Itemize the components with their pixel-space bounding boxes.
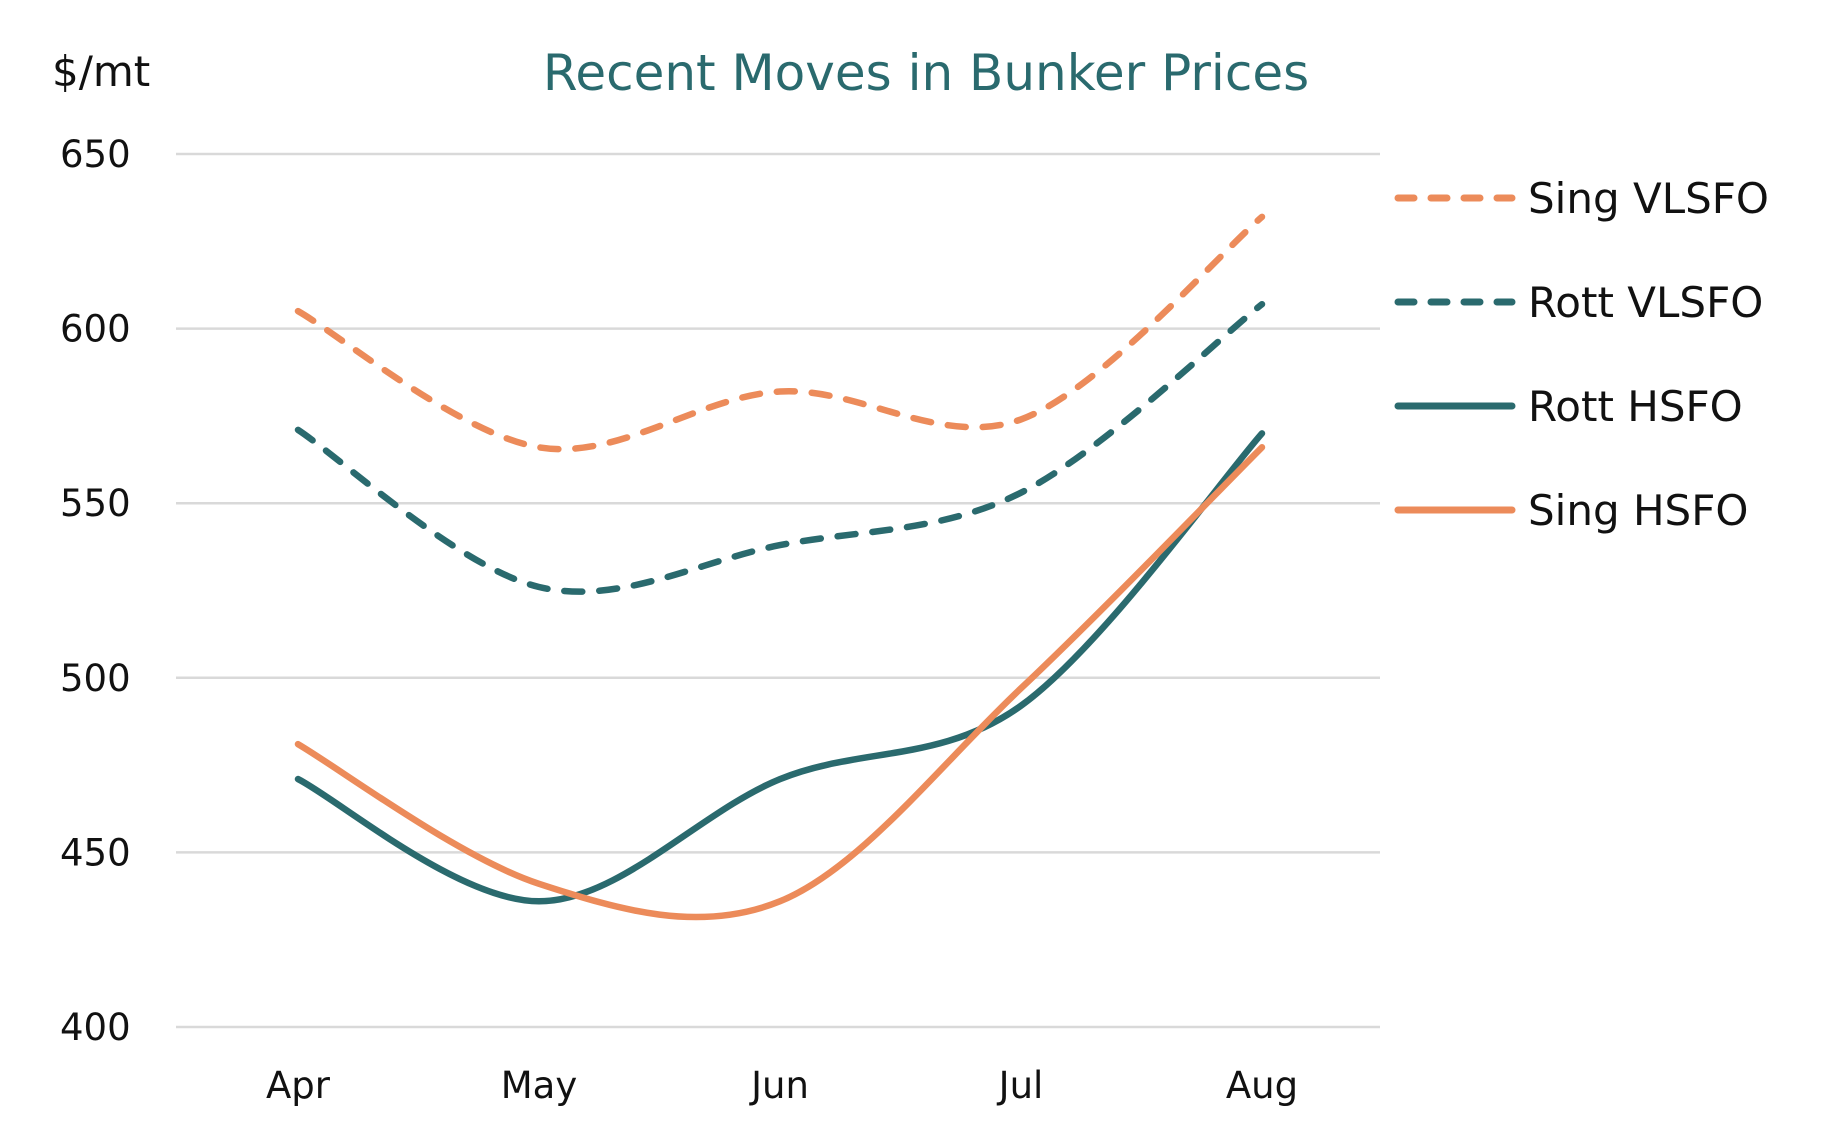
x-tick-label: Aug (1226, 1064, 1298, 1107)
series-line (294, 444, 1266, 921)
series-line (294, 300, 1266, 595)
legend-label: Rott HSFO (1528, 382, 1743, 431)
x-axis-ticks: Apr May Jun Jul Aug (266, 1064, 1298, 1107)
gridlines (176, 152, 1380, 1029)
series-line (294, 213, 1266, 453)
y-axis-ticks: 650 600 550 500 450 400 (60, 133, 131, 1049)
y-tick-label: 600 (60, 308, 131, 351)
y-tick-label: 450 (60, 831, 131, 874)
x-tick-label: Apr (266, 1064, 331, 1107)
legend: Sing VLSFO Rott VLSFO Rott HSFO Sing HSFO (1394, 174, 1769, 535)
x-tick-label: Jul (997, 1064, 1044, 1107)
y-tick-label: 500 (60, 657, 131, 700)
y-tick-label: 400 (60, 1006, 131, 1049)
y-tick-label: 650 (60, 133, 131, 176)
series-lines (294, 213, 1266, 921)
y-axis-unit-label: $/mt (52, 47, 150, 96)
series-line (294, 430, 1266, 905)
legend-label: Sing HSFO (1528, 486, 1748, 535)
y-tick-label: 550 (60, 482, 131, 525)
x-tick-label: May (501, 1064, 578, 1107)
chart-title: Recent Moves in Bunker Prices (543, 44, 1309, 102)
x-tick-label: Jun (749, 1064, 809, 1107)
legend-label: Rott VLSFO (1528, 278, 1763, 327)
legend-label: Sing VLSFO (1528, 174, 1769, 223)
